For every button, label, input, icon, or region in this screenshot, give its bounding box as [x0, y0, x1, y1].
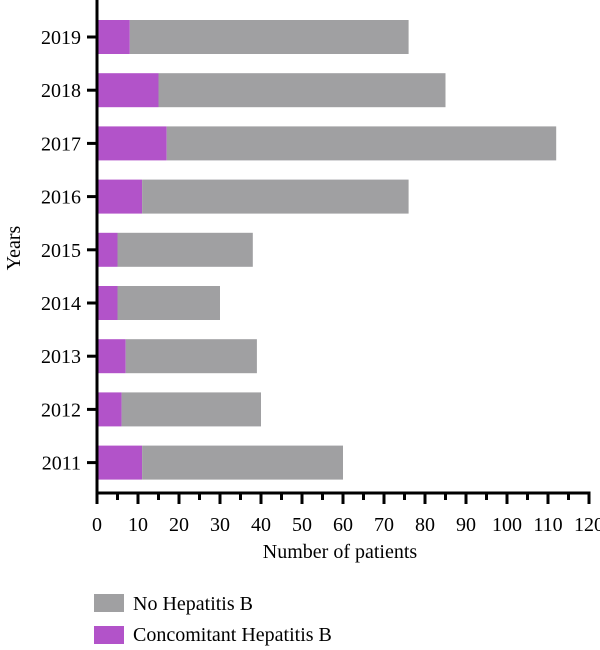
y-tick-label-2014: 2014: [41, 293, 81, 315]
bar-no-hepatitis-b-2018: [158, 73, 446, 108]
bar-no-hepatitis-b-2019: [129, 20, 409, 54]
bar-concomitant-hepatitis-b-2017: [97, 126, 167, 161]
legend-swatch-concomitant-hepatitis-b: [94, 626, 124, 644]
legend-swatch-no-hepatitis-b: [94, 594, 124, 612]
bar-concomitant-hepatitis-b-2016: [97, 179, 143, 214]
bar-concomitant-hepatitis-b-2019: [97, 20, 130, 54]
bar-no-hepatitis-b-2017: [166, 126, 557, 161]
y-axis-title: Years: [3, 225, 25, 270]
y-tick-label-2017: 2017: [41, 133, 81, 155]
y-tick-label-2013: 2013: [41, 346, 81, 368]
x-tick-label-30: 30: [210, 514, 230, 536]
bar-concomitant-hepatitis-b-2018: [97, 73, 159, 108]
legend-label-concomitant-hepatitis-b: Concomitant Hepatitis B: [133, 624, 332, 646]
bar-concomitant-hepatitis-b-2013: [97, 339, 126, 374]
bar-no-hepatitis-b-2016: [142, 179, 409, 214]
x-axis-title: Number of patients: [263, 541, 418, 563]
x-tick-label-10: 10: [128, 514, 148, 536]
bars-group: [97, 20, 557, 480]
x-tick-label-50: 50: [292, 514, 312, 536]
y-tick-label-2018: 2018: [41, 80, 81, 102]
y-axis-ticks: 2019 2018 2017 2016 2015 2014 2013 2012 2011: [41, 27, 97, 475]
bar-no-hepatitis-b-2012: [121, 392, 261, 427]
bar-no-hepatitis-b-2015: [117, 232, 253, 267]
x-tick-label-70: 70: [374, 514, 394, 536]
x-tick-label-120: 120: [574, 514, 600, 536]
bar-concomitant-hepatitis-b-2011: [97, 445, 143, 480]
x-tick-label-90: 90: [456, 514, 476, 536]
bar-no-hepatitis-b-2014: [117, 286, 220, 320]
y-tick-label-2011: 2011: [42, 453, 81, 475]
bar-concomitant-hepatitis-b-2014: [97, 286, 118, 320]
y-tick-label-2012: 2012: [41, 399, 81, 421]
x-tick-label-100: 100: [492, 514, 522, 536]
bar-concomitant-hepatitis-b-2015: [97, 232, 118, 267]
bar-concomitant-hepatitis-b-2012: [97, 392, 122, 427]
x-tick-label-20: 20: [169, 514, 189, 536]
bar-no-hepatitis-b-2011: [142, 445, 343, 480]
x-axis-ticks: 0 10 20 30 40 50 60 70 80 90 100 110 120: [92, 493, 600, 536]
x-tick-label-0: 0: [92, 514, 102, 536]
bar-no-hepatitis-b-2013: [125, 339, 257, 374]
x-tick-label-110: 110: [533, 514, 562, 536]
y-tick-label-2016: 2016: [41, 187, 81, 209]
legend: No Hepatitis B Concomitant Hepatitis B: [94, 593, 332, 646]
x-tick-label-80: 80: [415, 514, 435, 536]
x-tick-label-60: 60: [333, 514, 353, 536]
y-tick-label-2019: 2019: [41, 27, 81, 49]
y-tick-label-2015: 2015: [41, 240, 81, 262]
legend-label-no-hepatitis-b: No Hepatitis B: [133, 593, 253, 615]
x-tick-label-40: 40: [251, 514, 271, 536]
